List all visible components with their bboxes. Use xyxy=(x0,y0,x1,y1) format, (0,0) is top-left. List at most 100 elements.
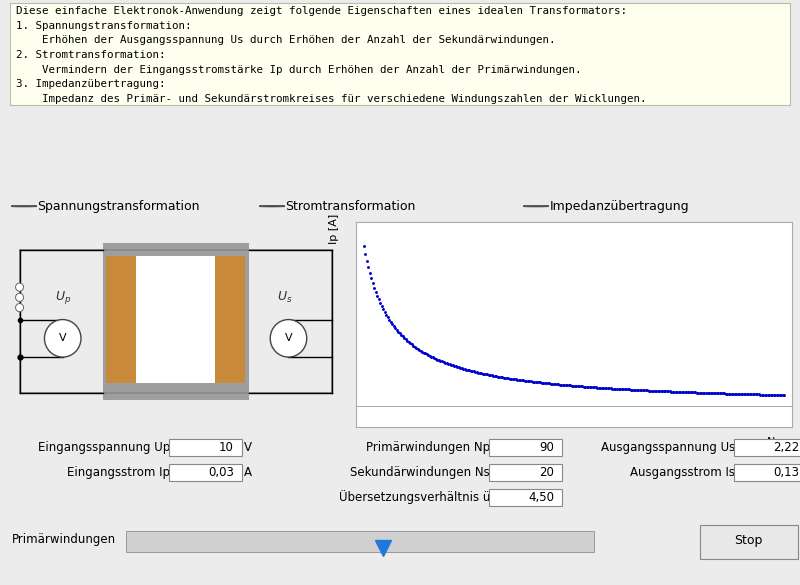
Point xyxy=(552,380,565,389)
Point xyxy=(644,386,657,395)
Point xyxy=(706,388,718,398)
Point xyxy=(714,388,727,398)
Point xyxy=(662,387,674,396)
Point xyxy=(498,373,510,382)
Point xyxy=(634,386,647,395)
Point xyxy=(746,390,759,399)
Point xyxy=(404,339,417,348)
Point xyxy=(692,388,705,397)
Point xyxy=(443,360,456,369)
Circle shape xyxy=(15,283,23,291)
Point xyxy=(579,382,592,391)
Point xyxy=(399,335,412,344)
Point xyxy=(697,388,710,397)
Point xyxy=(479,370,492,379)
Circle shape xyxy=(15,293,23,301)
Point xyxy=(594,383,607,393)
Point xyxy=(390,325,403,335)
Point xyxy=(462,365,474,374)
Point xyxy=(464,366,477,376)
Point xyxy=(641,386,654,395)
Point xyxy=(488,371,501,381)
Text: $U_s$: $U_s$ xyxy=(278,290,293,305)
Point xyxy=(668,387,681,397)
Point xyxy=(540,378,553,388)
Text: Spannungstransformation: Spannungstransformation xyxy=(38,199,200,213)
Point xyxy=(377,304,390,314)
Point xyxy=(372,295,385,304)
Point xyxy=(769,390,782,400)
Bar xyxy=(129,256,222,383)
Circle shape xyxy=(45,319,81,357)
Point xyxy=(562,381,575,390)
Point xyxy=(556,380,569,390)
Point xyxy=(554,380,567,390)
Point xyxy=(380,310,393,319)
Point xyxy=(748,390,761,399)
Point xyxy=(517,376,530,385)
Point xyxy=(670,387,682,397)
Point xyxy=(496,373,509,382)
Point xyxy=(595,383,608,393)
Point xyxy=(722,389,735,398)
Text: 4,50: 4,50 xyxy=(528,491,554,504)
Point xyxy=(475,369,488,378)
Point xyxy=(481,370,494,379)
Text: V: V xyxy=(59,333,66,343)
Text: Einstellungen: Einstellungen xyxy=(55,33,135,46)
Point xyxy=(394,329,406,338)
Text: Stop: Stop xyxy=(734,534,763,547)
Point xyxy=(758,390,771,400)
Point xyxy=(378,307,391,316)
Point xyxy=(570,381,582,391)
Point xyxy=(508,374,521,384)
Point xyxy=(647,386,660,395)
Point xyxy=(537,378,550,387)
Text: A: A xyxy=(244,466,252,479)
Point xyxy=(630,385,643,394)
Text: 0,03: 0,03 xyxy=(208,466,234,479)
Point xyxy=(532,378,545,387)
Point xyxy=(704,388,717,398)
Point xyxy=(687,388,700,397)
Point xyxy=(622,385,635,394)
Text: 90: 90 xyxy=(539,441,554,454)
Point xyxy=(663,387,676,396)
Point xyxy=(609,384,622,393)
Point xyxy=(634,386,646,395)
FancyBboxPatch shape xyxy=(489,464,562,481)
Text: V: V xyxy=(244,441,252,454)
Point xyxy=(541,378,554,388)
Point xyxy=(466,366,478,376)
Point xyxy=(600,384,613,393)
Point xyxy=(564,381,577,390)
Point xyxy=(754,390,766,399)
Point xyxy=(597,383,610,393)
Point xyxy=(648,386,661,395)
Point xyxy=(566,381,578,390)
Point xyxy=(402,338,415,347)
Point xyxy=(550,380,563,389)
Point xyxy=(389,324,402,333)
Point xyxy=(375,301,388,311)
Point xyxy=(766,390,778,400)
Point xyxy=(460,365,473,374)
Point xyxy=(401,336,414,345)
Point xyxy=(431,355,444,364)
Text: Primärwindungen: Primärwindungen xyxy=(12,532,116,546)
Point xyxy=(588,383,601,392)
Text: Impedanz des Primär- und Sekundärstromkreises für verschiedene Windungszahlen de: Impedanz des Primär- und Sekundärstromkr… xyxy=(16,94,646,104)
Point xyxy=(448,361,461,370)
Point xyxy=(777,390,790,400)
Circle shape xyxy=(270,319,306,357)
Point xyxy=(675,387,688,397)
Point xyxy=(745,390,758,399)
Point xyxy=(535,378,548,387)
Text: Hilfe: Hilfe xyxy=(120,33,147,46)
Point xyxy=(499,373,512,383)
Text: Erhöhen der Ausgangsspannung Us durch Erhöhen der Anzahl der Sekundärwindungen.: Erhöhen der Ausgangsspannung Us durch Er… xyxy=(16,36,555,46)
Point xyxy=(726,389,738,398)
Point xyxy=(736,390,749,399)
Point xyxy=(743,390,756,399)
Point xyxy=(486,371,498,380)
